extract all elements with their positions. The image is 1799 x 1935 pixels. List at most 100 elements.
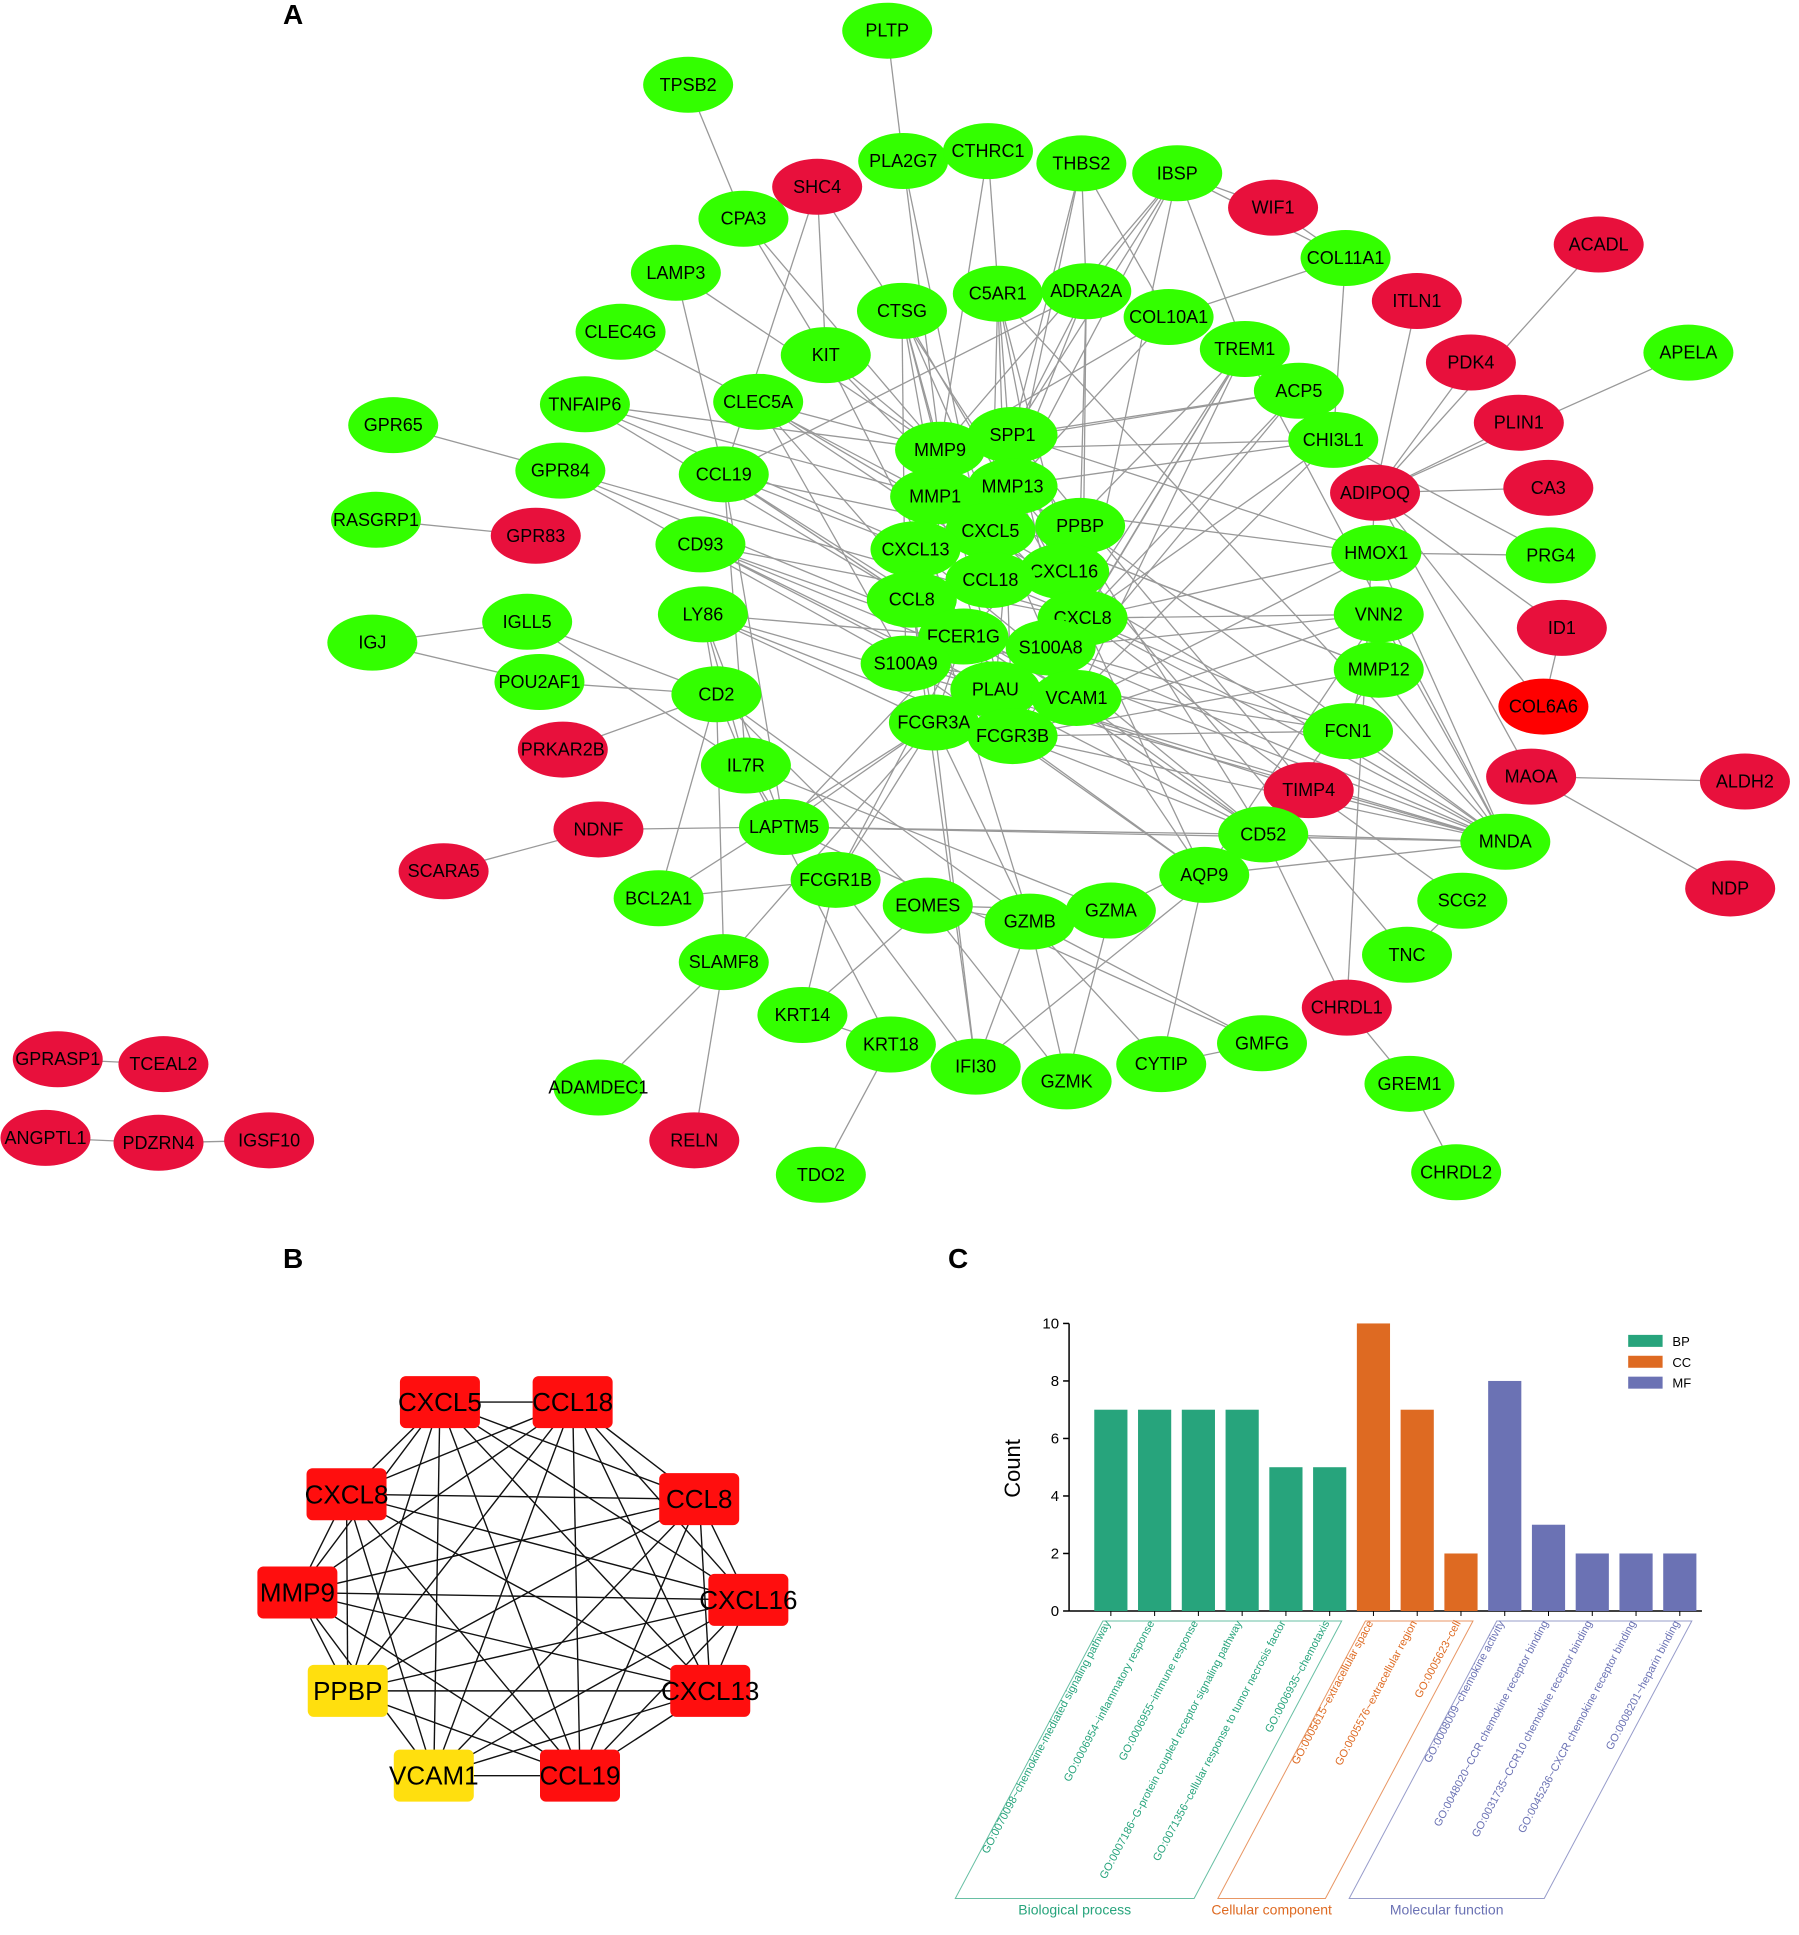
edge-gzma-gzmk [1065, 910, 1112, 1082]
legend-item-mf: MF [1628, 1376, 1691, 1391]
node-scg2: SCG2 [1417, 872, 1508, 929]
node-shape [539, 376, 630, 433]
edge-c5ar1-mnda [997, 293, 1506, 843]
node-hmox1: HMOX1 [1331, 524, 1422, 581]
node-label: VNN2 [1355, 604, 1403, 624]
node-shape [12, 1031, 103, 1088]
node-label: TNFAIP6 [548, 394, 621, 414]
node-shape [945, 552, 1036, 609]
node-shape [1263, 762, 1354, 819]
node-cxcl5: CXCL5 [945, 502, 1036, 559]
node-shape [1300, 230, 1391, 287]
node-label: CXCL13 [881, 539, 949, 559]
edge-fcgr3b-aqp9 [1012, 735, 1205, 876]
node-label: CXCL5 [961, 521, 1019, 541]
node-label: ALDH2 [1716, 772, 1774, 792]
node-eomes: EOMES [882, 877, 973, 934]
node-label: TCEAL2 [129, 1054, 197, 1074]
edge-spp1-hmox1 [1012, 434, 1377, 554]
panel-b-label: B [283, 1243, 303, 1274]
hub-edge-mmp9-cxcl13 [297, 1591, 711, 1692]
node-shape [890, 468, 981, 525]
node-col10a1: COL10A1 [1123, 289, 1214, 346]
hub-edge-cxcl8-ccl8 [346, 1493, 700, 1500]
node-shape [1411, 1144, 1502, 1201]
node-shape [1035, 497, 1126, 554]
ppi-network: PLTP TPSB2 PLA2G7 CTHRC1 THBS2 IBSP SHC4 CPA3 WI… [0, 2, 1790, 1203]
category-label: GO:0006955~immune response [1117, 1619, 1201, 1763]
edge-s100a8-fcn1 [1050, 646, 1349, 732]
node-shape [1505, 527, 1596, 584]
hub-node-ppbp: PPBP [307, 1664, 388, 1717]
node-label: PLTP [865, 21, 909, 41]
node-label: TIMP4 [1282, 780, 1335, 800]
node-label: LAPTM5 [749, 817, 819, 837]
group-bracket-molecular-function [1348, 1620, 1693, 1900]
node-shape [888, 694, 979, 751]
node-shape [870, 521, 961, 578]
node-label: IBSP [1157, 163, 1198, 183]
node-label: CD93 [677, 534, 723, 554]
node-shape [1553, 216, 1644, 273]
hub-node-shape [307, 1664, 388, 1717]
bar-2 [1138, 1409, 1172, 1611]
go-enrichment-chart: 0246810CountGO:0070098~chemokine-mediate… [954, 1315, 1702, 1918]
node-cd93: CD93 [655, 516, 746, 573]
hub-node-shape [670, 1664, 751, 1717]
edge-chrdl1-cd52 [1262, 834, 1348, 1008]
node-shape [649, 1112, 740, 1169]
node-shape [1643, 324, 1734, 381]
node-shape [490, 507, 581, 564]
node-maoa: MAOA [1486, 748, 1577, 805]
node-label: NDNF [573, 819, 623, 839]
node-prkar2b: PRKAR2B [517, 721, 608, 778]
node-ppbp: PPBP [1035, 497, 1126, 554]
node-shape [930, 1038, 1021, 1095]
node-ca3: CA3 [1503, 459, 1594, 516]
node-label: PRG4 [1526, 545, 1575, 565]
node-mmp1: MMP1 [890, 468, 981, 525]
hub-node-shape [532, 1376, 613, 1429]
legend-swatch [1628, 1334, 1663, 1347]
node-label: KRT18 [863, 1035, 919, 1055]
node-adipoq: ADIPOQ [1330, 464, 1421, 521]
node-chrdl2: CHRDL2 [1411, 1144, 1502, 1201]
edge-chi3l1-cxcl8 [1082, 439, 1334, 619]
edge-fcgr3a-gzmb [933, 722, 1031, 922]
edge-prg4-chi3l1 [1332, 439, 1552, 557]
edge-acp5-spp1 [1012, 390, 1299, 436]
node-label: CA3 [1531, 478, 1566, 498]
hub-node-cxcl16: CXCL16 [699, 1573, 797, 1626]
edge-aqp9-cytip [1160, 874, 1205, 1065]
node-acadl: ACADL [1553, 216, 1644, 273]
node-shape [1036, 135, 1127, 192]
hub-node-label: CCL18 [532, 1387, 613, 1417]
node-ccl8: CCL8 [866, 571, 957, 628]
node-label: IFI30 [955, 1057, 996, 1077]
node-label: CCL8 [889, 590, 935, 610]
bar-12 [1575, 1553, 1609, 1611]
node-label: S100A8 [1019, 638, 1083, 658]
node-shape [517, 721, 608, 778]
node-prg4: PRG4 [1505, 527, 1596, 584]
node-label: COL6A6 [1509, 697, 1578, 717]
node-angptl1: ANGPTL1 [0, 1109, 91, 1166]
node-laptm5: LAPTM5 [738, 798, 829, 855]
edge-il7r-gzma [745, 764, 1112, 912]
node-shape [1503, 459, 1594, 516]
group-bracket-biological-process [954, 1620, 1343, 1900]
node-shape [1065, 882, 1156, 939]
hub-node-label: PPBP [313, 1676, 382, 1706]
node-cxcl13: CXCL13 [870, 521, 961, 578]
node-shape [738, 798, 829, 855]
node-shape [1288, 411, 1379, 468]
hub-edge-cxcl13-vcam1 [433, 1690, 711, 1777]
node-shape [790, 851, 881, 908]
node-label: VCAM1 [1045, 688, 1107, 708]
node-gpr65: GPR65 [348, 397, 439, 454]
node-shape [1159, 846, 1250, 903]
node-label: KRT14 [775, 1005, 831, 1025]
edge-itln1-adipoq [1374, 300, 1418, 493]
node-mnda: MNDA [1460, 813, 1551, 870]
node-label: ITLN1 [1392, 291, 1441, 311]
